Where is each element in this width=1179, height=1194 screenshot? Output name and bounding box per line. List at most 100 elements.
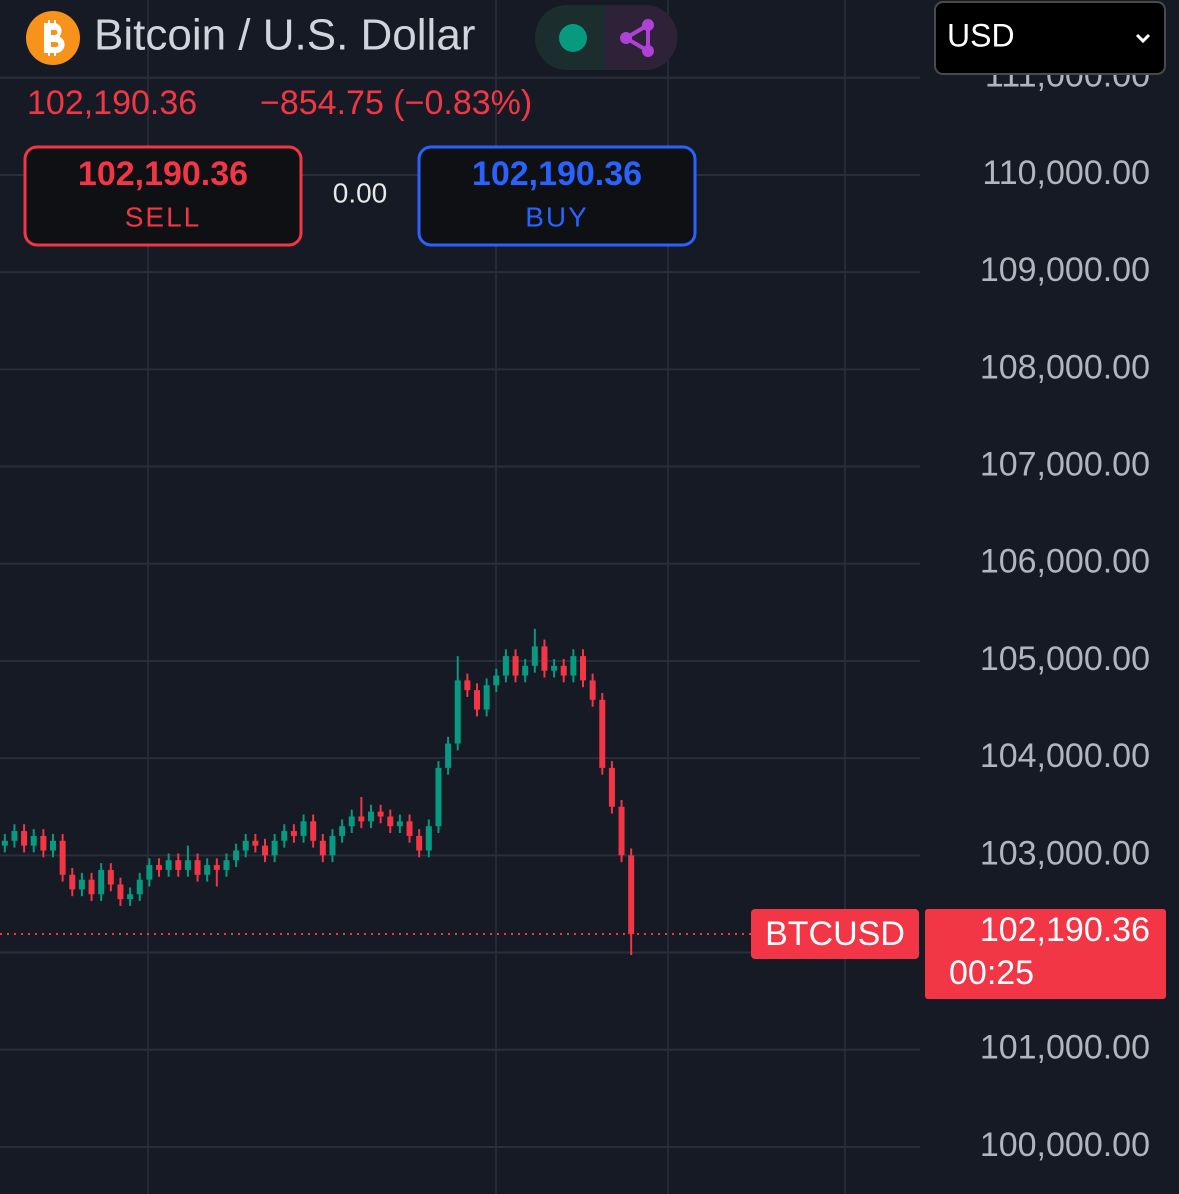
candle-body (551, 665, 558, 671)
candle-body (194, 860, 201, 875)
candle-body (262, 845, 268, 856)
candle-body (78, 879, 85, 890)
candle-body (310, 821, 317, 841)
candle-body (290, 831, 297, 836)
y-tick-label: 108,000.00 (980, 348, 1150, 386)
candle-body (358, 816, 365, 822)
candle-body (98, 869, 105, 895)
coin-glyph (44, 20, 65, 56)
candle-body (127, 894, 134, 900)
candle-body (512, 656, 519, 676)
y-tick-label: 103,000.00 (980, 834, 1150, 872)
candle-body (271, 840, 278, 856)
candle-body (242, 840, 249, 851)
change: −854.75 (−0.83%) (260, 84, 532, 122)
price-tag (925, 909, 1166, 1000)
candle-body (377, 811, 384, 817)
candle-body (69, 874, 76, 890)
candle-body (474, 690, 480, 710)
candle-body (21, 831, 28, 846)
title: Bitcoin / U.S. Dollar (94, 11, 475, 60)
chevron (1135, 33, 1151, 44)
candle-body (396, 821, 403, 827)
currency-select[interactable] (934, 1, 1166, 75)
countdown: 00:25 (949, 954, 1034, 992)
candle-body (184, 860, 191, 870)
candle-body (483, 685, 490, 710)
candle-body (40, 835, 47, 851)
candle-body (589, 680, 596, 700)
candle-body (502, 656, 509, 676)
candle-body (454, 680, 461, 744)
candle-body (570, 656, 577, 676)
header: Bitcoin / U.S. Dollar 102,190.36 −854.75… (23, 1, 1166, 247)
candle-body (117, 884, 124, 900)
y-tick-label: 104,000.00 (980, 737, 1150, 775)
symbol-label: BTCUSD (765, 915, 905, 953)
candle-body (608, 767, 615, 807)
candle-body (107, 869, 114, 885)
buy-button[interactable] (417, 145, 697, 247)
currency: USD (947, 17, 1015, 53)
candle-body (435, 767, 442, 827)
candle-body (319, 840, 326, 856)
share-icon (620, 19, 654, 57)
candle-body (348, 816, 355, 827)
candle-body (175, 860, 182, 870)
toggle-half (605, 5, 678, 70)
buy-label: BUY (525, 201, 589, 232)
spread: 0.00 (333, 177, 388, 208)
candle-body (136, 879, 143, 895)
candle-body (406, 821, 413, 836)
candle-body (599, 699, 606, 768)
candle-body (204, 865, 211, 875)
candle-body (233, 850, 240, 861)
candle-body (11, 831, 18, 841)
candle-body (387, 816, 394, 827)
candle-body (50, 840, 56, 851)
last-price-label: 102,190.36 (980, 911, 1150, 949)
candle-body (464, 680, 471, 691)
status-dot (559, 24, 587, 52)
y-tick-label: 109,000.00 (980, 251, 1150, 289)
candle-body (281, 831, 288, 841)
symbol-tag (751, 909, 919, 960)
sell-price: 102,190.36 (78, 155, 248, 193)
sell-button[interactable] (23, 145, 303, 247)
candle-body (165, 860, 172, 870)
candle-body (300, 821, 307, 836)
candle-body (628, 855, 635, 935)
y-tick-label: 110,000.00 (982, 154, 1150, 192)
y-tick-label: 101,000.00 (980, 1029, 1150, 1067)
candle-body (329, 835, 336, 856)
y-tick-label: 107,000.00 (980, 446, 1150, 484)
candle-body (59, 840, 66, 875)
candle-body (522, 665, 529, 676)
price: 102,190.36 (27, 84, 197, 122)
candle-body (531, 646, 538, 666)
y-tick-label: 106,000.00 (980, 543, 1150, 581)
candle-body (156, 865, 162, 870)
candle-body (223, 860, 230, 870)
candle-body (580, 656, 586, 681)
candle-body (560, 665, 567, 676)
candle-body (425, 826, 432, 851)
plot: 100,000.00101,000.00102,000.00103,000.00… (0, 57, 1166, 1164)
candle-body (146, 865, 153, 880)
y-tick-label: 105,000.00 (980, 640, 1150, 678)
candle-body (88, 879, 95, 895)
candle-body (445, 743, 452, 768)
candle-body (541, 646, 548, 671)
candle-body (213, 865, 220, 870)
buy-price: 102,190.36 (472, 155, 642, 193)
candle-body (252, 840, 259, 846)
candle-body (416, 835, 423, 851)
y-tick-label: 100,000.00 (980, 1126, 1150, 1164)
candle-body (339, 826, 346, 836)
candle-body (1, 840, 8, 846)
sell-label: SELL (125, 201, 202, 232)
candle-body (493, 675, 500, 686)
candle-body (618, 806, 625, 856)
